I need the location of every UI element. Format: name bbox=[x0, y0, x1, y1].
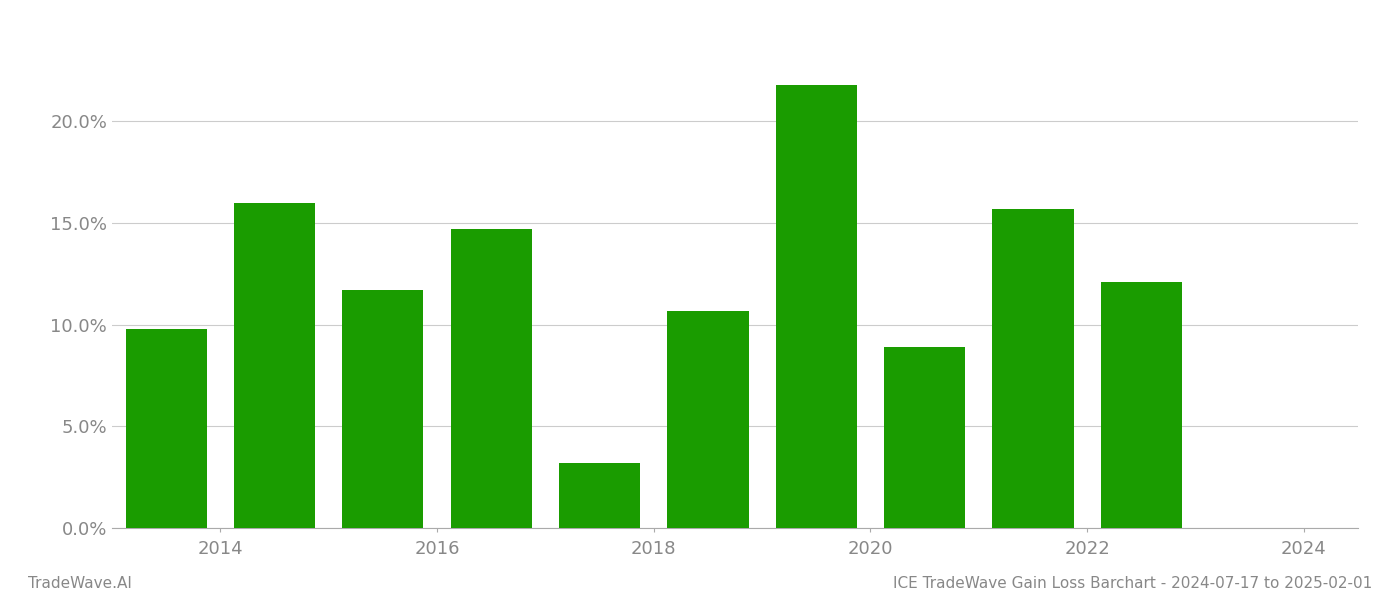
Bar bbox=[126, 329, 207, 528]
Text: ICE TradeWave Gain Loss Barchart - 2024-07-17 to 2025-02-01: ICE TradeWave Gain Loss Barchart - 2024-… bbox=[893, 576, 1372, 591]
Bar bbox=[776, 85, 857, 528]
Bar bbox=[342, 290, 423, 528]
Bar bbox=[451, 229, 532, 528]
Bar bbox=[559, 463, 640, 528]
Bar bbox=[1100, 282, 1182, 528]
Text: TradeWave.AI: TradeWave.AI bbox=[28, 576, 132, 591]
Bar bbox=[234, 203, 315, 528]
Bar bbox=[993, 209, 1074, 528]
Bar bbox=[883, 347, 965, 528]
Bar bbox=[668, 311, 749, 528]
